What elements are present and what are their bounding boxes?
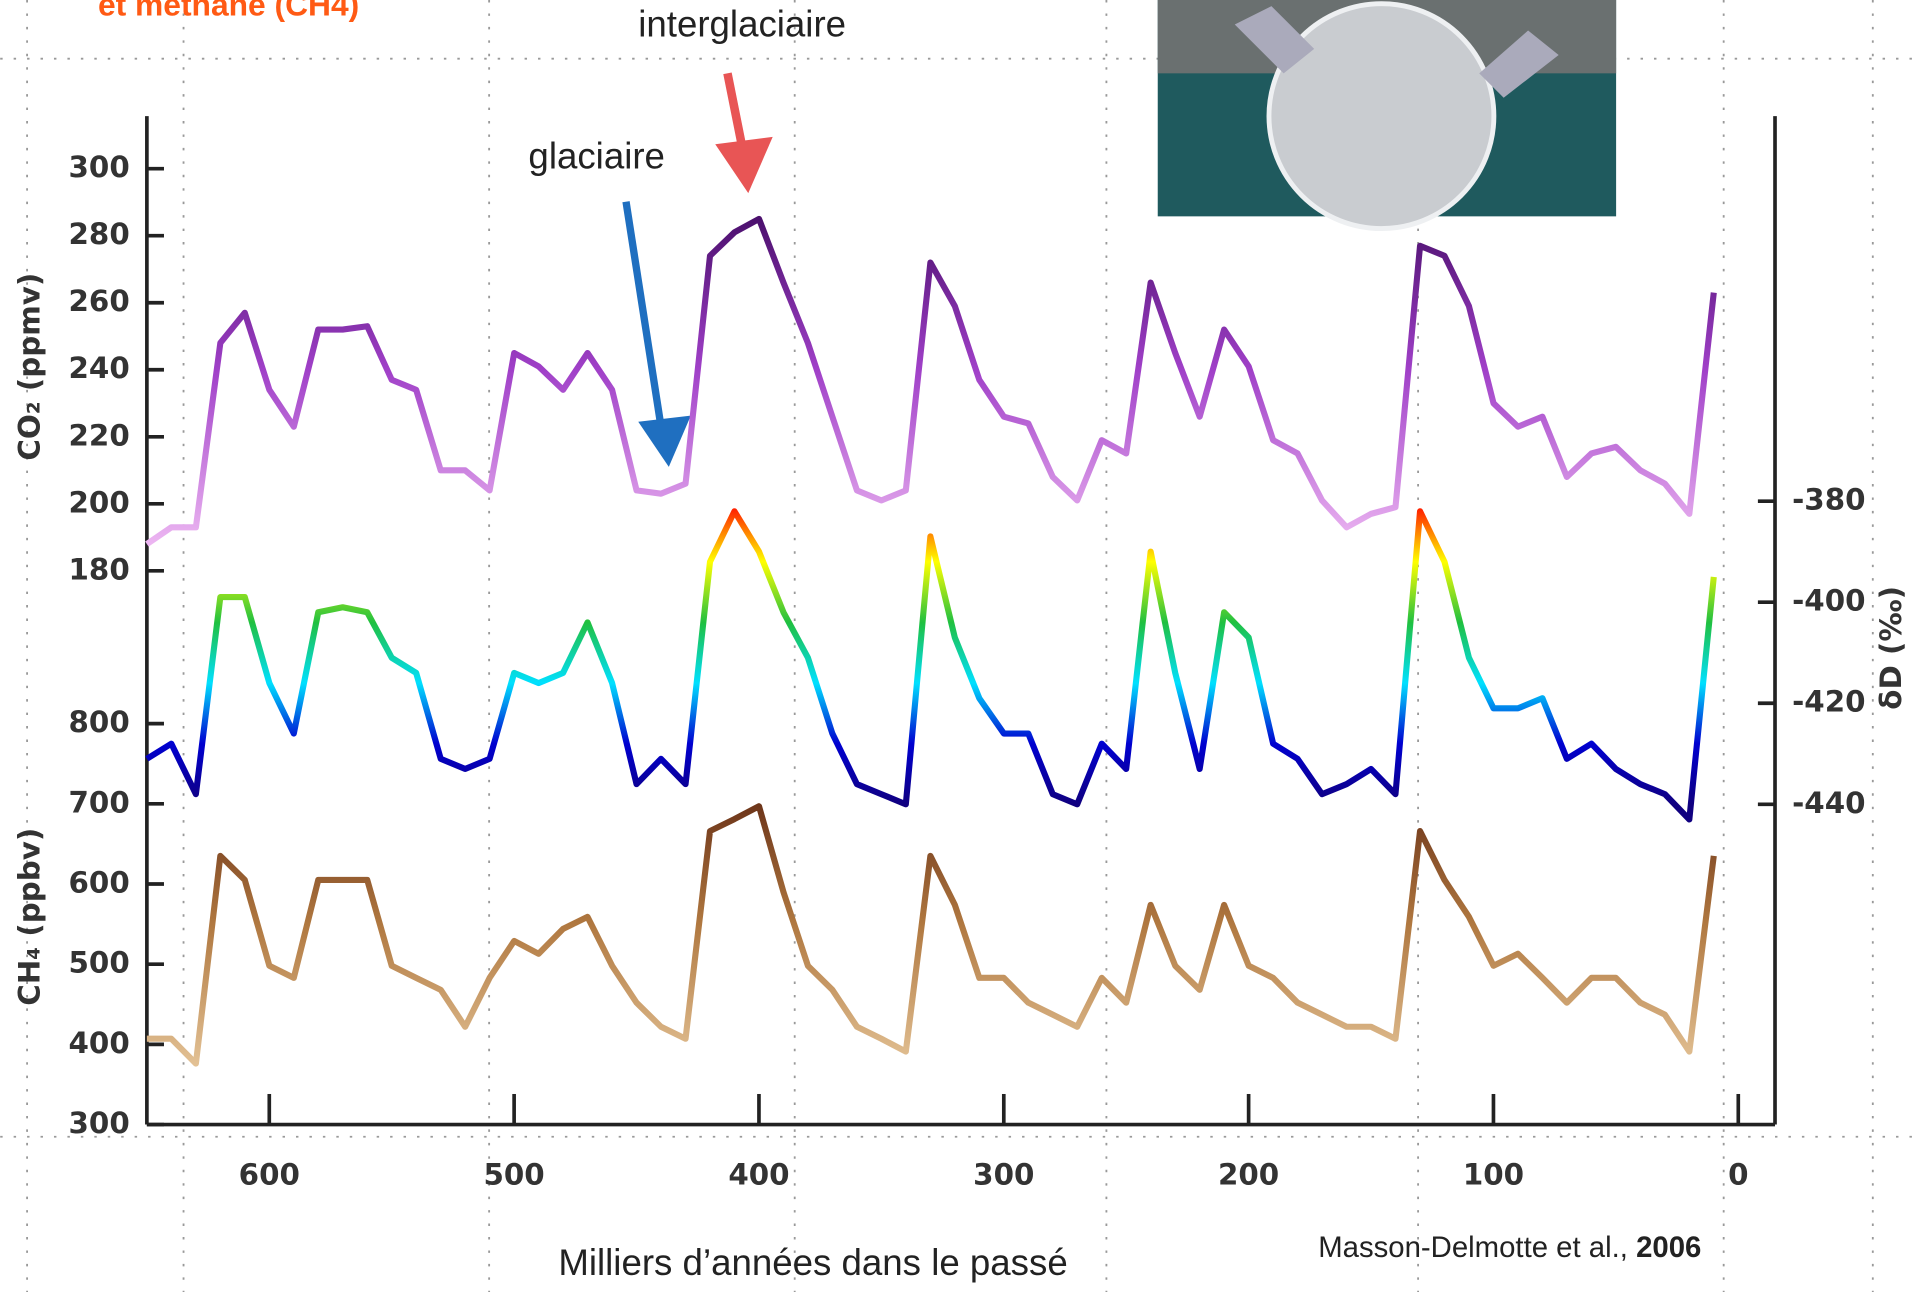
x-tick-label: 200	[1218, 1157, 1279, 1191]
y-tick-label: 300	[69, 1106, 130, 1140]
y3-axis-label: CH₄ (ppbv)	[12, 828, 46, 1006]
y-axis-label: CO₂ (ppmv)	[12, 273, 46, 461]
y-tick-label: 800	[69, 705, 130, 739]
series-line	[146, 803, 1717, 1067]
y2-tick-label: -400	[1792, 584, 1865, 618]
series-line	[145, 508, 1717, 823]
arrow	[622, 72, 773, 467]
y2-tick-label: -440	[1792, 786, 1865, 820]
y-tick-label: 500	[69, 946, 130, 980]
y-tick-label: 200	[69, 485, 130, 519]
annotation: glaciaire	[528, 136, 665, 177]
y-tick-label: 280	[69, 217, 130, 251]
y2-tick-label: -420	[1792, 685, 1865, 719]
y-tick-label: 300	[69, 150, 130, 184]
y-tick-label: 600	[69, 865, 130, 899]
y-tick-label: 260	[69, 284, 130, 318]
annotation: interglaciaire	[638, 4, 846, 45]
y2-axis-label: δD (‰)	[1874, 586, 1908, 710]
y-tick-label: 220	[69, 418, 130, 452]
x-tick-label: 600	[239, 1157, 300, 1191]
x-tick-label: 300	[973, 1157, 1034, 1191]
x-tick-label: 400	[728, 1157, 789, 1191]
y-tick-label: 180	[69, 552, 130, 586]
x-tick-label: 500	[484, 1157, 545, 1191]
source: Masson-Delmotte et al., 2006	[1318, 1231, 1701, 1264]
x-axis-label: Milliers d’années dans le passé	[558, 1242, 1067, 1283]
photo	[1157, 0, 1617, 232]
source-year: 2006	[1636, 1231, 1701, 1264]
title: et méthane (CH4)	[98, 0, 359, 23]
series-line	[145, 215, 1717, 547]
y-tick-label: 400	[69, 1026, 130, 1060]
y2-tick-label: -380	[1792, 483, 1865, 517]
x-tick-label: 0	[1728, 1157, 1748, 1191]
source-text: Masson-Delmotte et al.,	[1318, 1231, 1628, 1264]
x-tick-label: 100	[1463, 1157, 1524, 1191]
y-tick-label: 240	[69, 351, 130, 385]
y-tick-label: 700	[69, 785, 130, 819]
